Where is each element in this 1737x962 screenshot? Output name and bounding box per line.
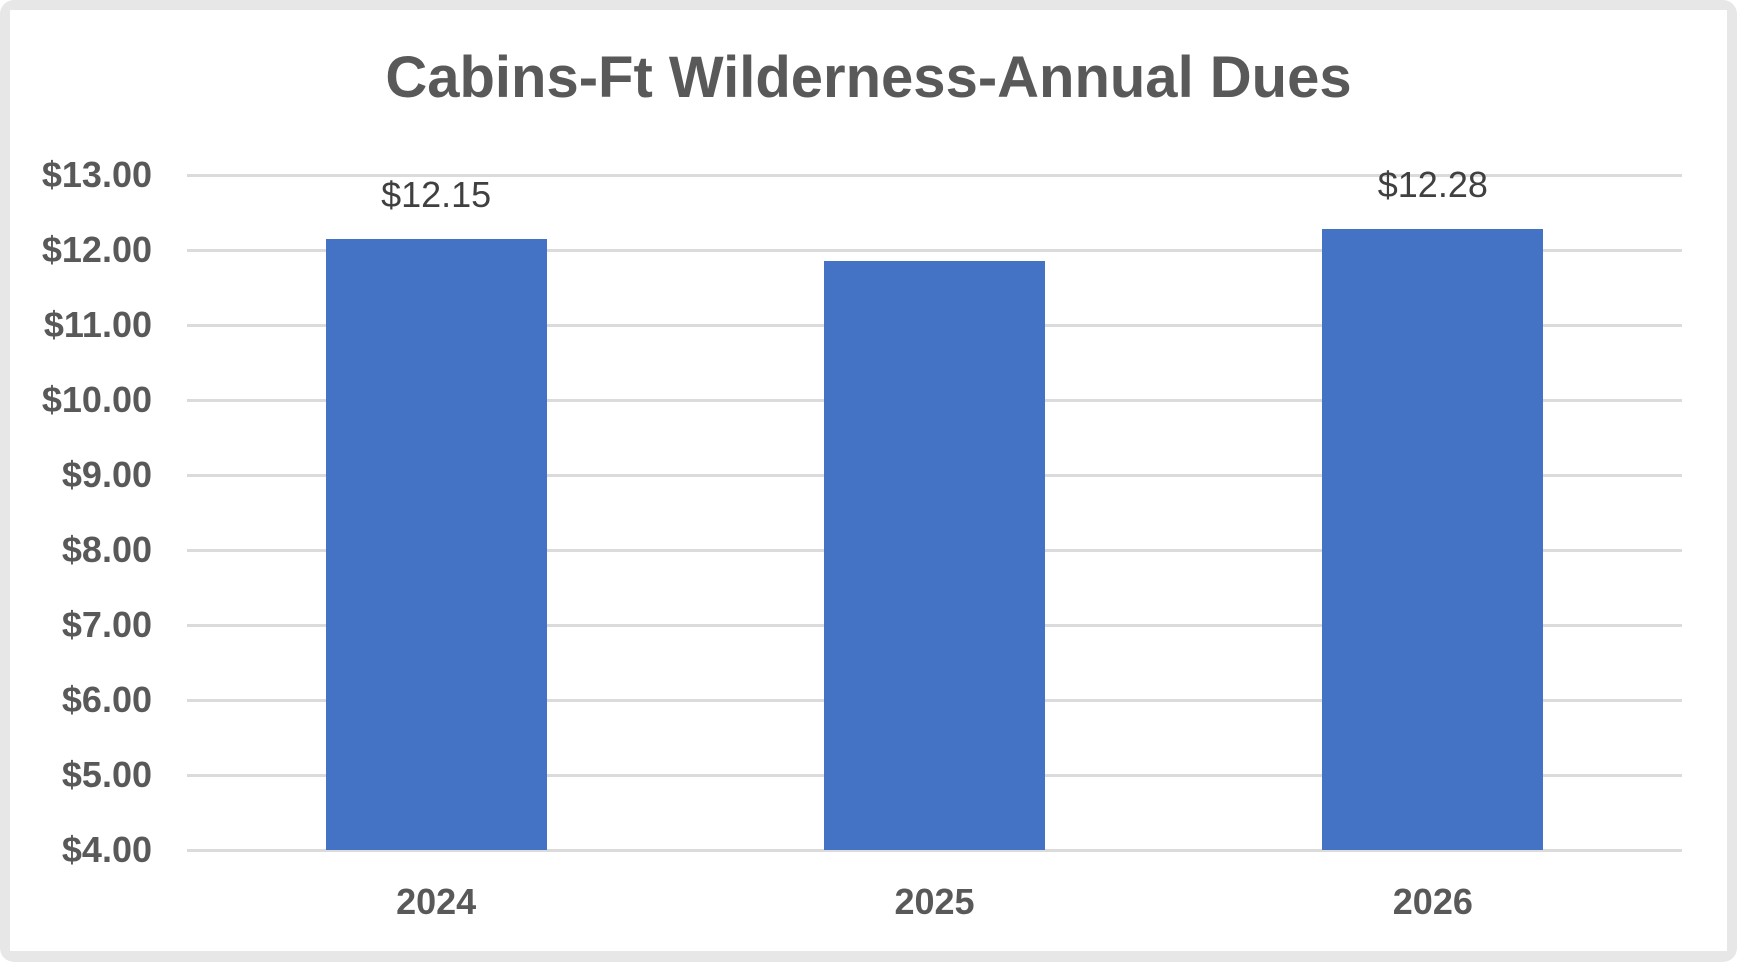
data-label-2024: $12.15 [381, 173, 492, 215]
gridline [187, 248, 1682, 252]
gridline [187, 173, 1682, 177]
bar-2026 [1322, 229, 1544, 850]
data-label-2026: $12.28 [1377, 164, 1488, 205]
y-axis-tick-label: $13.00 [41, 154, 152, 195]
y-axis-tick-label: $9.00 [61, 454, 152, 495]
y-axis-tick-label: $6.00 [61, 679, 152, 720]
y-axis-tick-label: $8.00 [61, 529, 152, 570]
plot-area: $12.15 $12.28 [187, 167, 1682, 852]
y-axis-tick-label: $4.00 [61, 829, 152, 870]
y-axis-tick-label: $12.00 [41, 229, 152, 270]
gridline [187, 848, 1682, 852]
y-axis-tick-label: $10.00 [41, 379, 152, 420]
x-axis-tick-label-2024: 2024 [396, 881, 477, 922]
y-axis-tick-label: $5.00 [61, 754, 152, 795]
y-axis-tick-label: $11.00 [43, 304, 152, 345]
bar-2024 [325, 238, 547, 850]
y-axis-tick-label: $7.00 [61, 604, 152, 645]
x-axis-tick-label-2025: 2025 [894, 881, 975, 922]
x-axis-tick-label-2026: 2026 [1392, 881, 1473, 922]
chart-title: Cabins-Ft Wilderness-Annual Dues [385, 45, 1352, 110]
bar-2025 [824, 260, 1045, 850]
